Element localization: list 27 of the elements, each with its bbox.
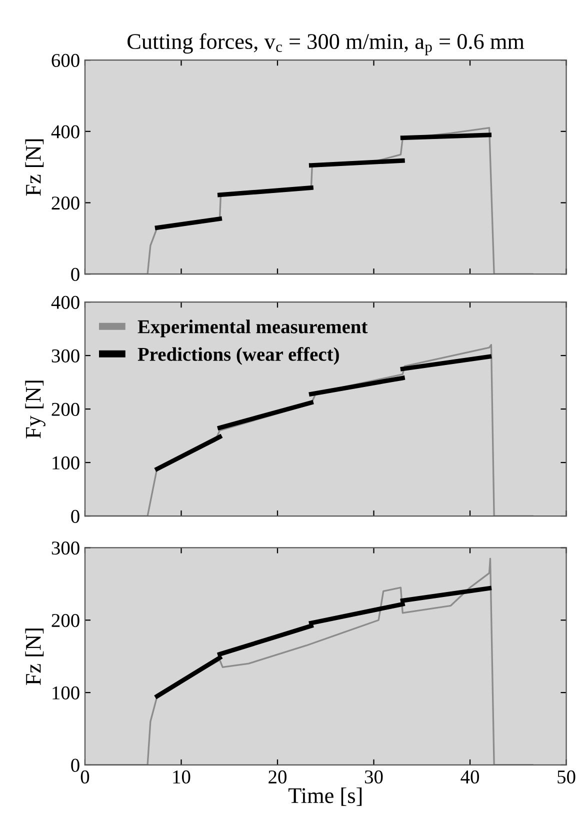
y-tick-label: 300 xyxy=(52,542,80,555)
x-tick-label: 10 xyxy=(173,770,190,784)
y-axis-title: Fz [N] xyxy=(25,628,44,686)
x-tick-label: 40 xyxy=(460,770,480,784)
x-tick-label: 30 xyxy=(364,770,383,784)
x-tick-label: 50 xyxy=(558,770,576,784)
y-tick-label: 600 xyxy=(52,54,80,68)
y-tick-label: 400 xyxy=(51,125,80,138)
x-tick-label: 0 xyxy=(80,770,90,784)
y-tick-label: 400 xyxy=(51,296,80,309)
y-tick-label: 200 xyxy=(52,614,80,628)
y-tick-label: 200 xyxy=(52,196,80,210)
y-tick-label: 100 xyxy=(52,686,80,700)
y-axis-title: Fy [N] xyxy=(25,380,46,438)
y-tick-label: 200 xyxy=(52,402,80,416)
y-tick-label: 0 xyxy=(71,758,80,772)
line-series xyxy=(84,558,534,765)
x-axis-title: Time [s] xyxy=(288,787,362,806)
y-tick-label: 0 xyxy=(71,268,80,281)
legend-label: Experimental measurement xyxy=(138,320,368,338)
x-tick-label: 20 xyxy=(268,770,286,784)
y-tick-label: 0 xyxy=(71,510,80,523)
y-tick-label: 300 xyxy=(52,349,80,362)
y-tick-label: 100 xyxy=(52,456,80,470)
chart-title: Cutting forces, v$_{c}$ = 300 m/min, a$_{p}$ = 0.6 mm xyxy=(128,33,524,56)
y-axis-title: Fz [N] xyxy=(25,139,44,196)
legend-label: Predictions (wear effect) xyxy=(138,347,339,365)
